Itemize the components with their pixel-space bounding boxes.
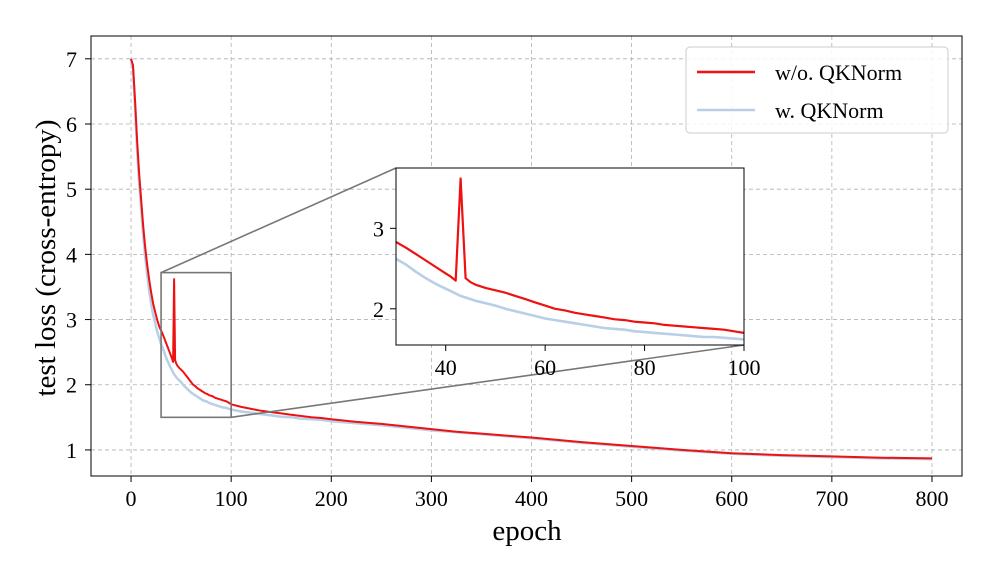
legend-label-wo-qknorm: w/o. QKNorm (775, 60, 902, 85)
legend: w/o. QKNorm w. QKNorm (685, 46, 949, 134)
inset-x-tick-label: 60 (534, 355, 556, 380)
x-tick-label: 400 (515, 486, 548, 511)
inset-x-tick-label: 80 (634, 355, 656, 380)
inset-plot: 40 60 80 100 2 3 (373, 167, 761, 380)
y-tick-label: 3 (66, 308, 77, 333)
y-tick-label: 1 (66, 438, 77, 463)
inset-series-line-wo-qknorm (396, 177, 744, 335)
y-tick-label: 6 (66, 112, 77, 137)
zoom-indicator (160, 167, 745, 419)
x-tick-label: 500 (615, 486, 648, 511)
zoom-region-box (160, 271, 232, 419)
legend-box (685, 46, 949, 134)
inset-y-tick-label: 3 (373, 216, 384, 241)
x-axis-label: epoch (492, 515, 562, 547)
x-tick-label: 0 (126, 486, 137, 511)
y-tick-label: 4 (66, 242, 77, 267)
main-plot-frame (90, 35, 963, 477)
zoom-connector-top (160, 167, 397, 274)
legend-label-w-qknorm: w. QKNorm (775, 98, 884, 123)
inset-frame (395, 167, 745, 346)
x-tick-label: 200 (315, 486, 348, 511)
inset-background (396, 168, 744, 345)
y-tick-label: 2 (66, 373, 77, 398)
x-tick-label: 700 (815, 486, 848, 511)
series-line-w-qknorm (129, 58, 933, 461)
series-line-wo-qknorm (130, 58, 933, 460)
main-y-axis: 1 2 3 4 5 6 7 (66, 47, 91, 463)
y-tick-label: 7 (66, 47, 77, 72)
x-tick-label: 100 (215, 486, 248, 511)
x-tick-label: 300 (415, 486, 448, 511)
inset-y-tick-label: 2 (373, 297, 384, 322)
x-tick-label: 800 (915, 486, 948, 511)
zoom-connector-bottom (231, 344, 745, 419)
y-axis-label: test loss (cross-entropy) (30, 119, 62, 396)
inset-x-tick-label: 40 (435, 355, 457, 380)
main-x-axis: 0 100 200 300 400 500 600 700 800 (126, 476, 948, 511)
inset-series-group (396, 177, 744, 341)
inset-x-tick-label: 100 (728, 355, 761, 380)
y-tick-label: 5 (66, 177, 77, 202)
main-series-group (129, 58, 933, 461)
x-tick-label: 600 (715, 486, 748, 511)
inset-series-line-w-qknorm (396, 257, 744, 341)
